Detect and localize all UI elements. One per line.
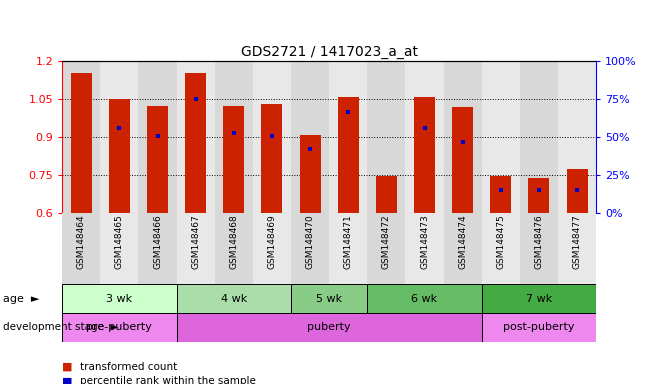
Bar <box>520 213 558 284</box>
Bar <box>291 61 329 213</box>
Bar <box>177 213 214 284</box>
Text: GSM148467: GSM148467 <box>191 215 200 269</box>
Text: percentile rank within the sample: percentile rank within the sample <box>80 376 256 384</box>
Bar <box>214 213 253 284</box>
Bar <box>452 107 473 213</box>
Text: GSM148465: GSM148465 <box>115 215 124 269</box>
Bar <box>481 284 596 313</box>
Bar <box>367 284 481 313</box>
Text: GSM148475: GSM148475 <box>496 215 505 269</box>
Text: GSM148469: GSM148469 <box>268 215 277 269</box>
Bar <box>406 213 444 284</box>
Bar <box>376 177 397 213</box>
Text: GSM148474: GSM148474 <box>458 215 467 269</box>
Bar <box>253 213 291 284</box>
Text: transformed count: transformed count <box>80 362 178 372</box>
Bar <box>62 213 100 284</box>
Bar <box>109 99 130 213</box>
Text: GSM148464: GSM148464 <box>76 215 86 269</box>
Text: GSM148471: GSM148471 <box>343 215 353 269</box>
Text: GSM148477: GSM148477 <box>573 215 582 269</box>
Text: 5 wk: 5 wk <box>316 293 342 304</box>
Bar <box>406 61 444 213</box>
Text: GSM148470: GSM148470 <box>306 215 315 269</box>
Text: GSM148472: GSM148472 <box>382 215 391 269</box>
Title: GDS2721 / 1417023_a_at: GDS2721 / 1417023_a_at <box>240 45 418 59</box>
Bar <box>71 73 92 213</box>
Bar <box>529 178 550 213</box>
Bar <box>520 61 558 213</box>
Bar <box>414 97 435 213</box>
Bar <box>62 313 177 342</box>
Text: 7 wk: 7 wk <box>526 293 552 304</box>
Text: GSM148476: GSM148476 <box>535 215 544 269</box>
Bar <box>481 61 520 213</box>
Bar <box>481 213 520 284</box>
Bar <box>299 135 321 213</box>
Bar <box>100 213 139 284</box>
Text: post-puberty: post-puberty <box>503 322 575 333</box>
Bar <box>224 106 244 213</box>
Text: pre-puberty: pre-puberty <box>86 322 152 333</box>
Bar <box>491 177 511 213</box>
Bar <box>139 213 177 284</box>
Bar <box>444 61 481 213</box>
Text: 4 wk: 4 wk <box>221 293 247 304</box>
Bar <box>558 61 596 213</box>
Bar <box>291 213 329 284</box>
Bar <box>367 213 406 284</box>
Bar <box>62 61 100 213</box>
Bar <box>481 313 596 342</box>
Text: ■: ■ <box>62 376 73 384</box>
Text: ■: ■ <box>62 362 73 372</box>
Bar <box>253 61 291 213</box>
Bar <box>558 213 596 284</box>
Text: GSM148468: GSM148468 <box>229 215 238 269</box>
Bar <box>329 213 367 284</box>
Text: 6 wk: 6 wk <box>411 293 437 304</box>
Bar <box>62 284 177 313</box>
Bar <box>177 284 291 313</box>
Bar <box>291 284 367 313</box>
Bar <box>139 61 177 213</box>
Bar <box>329 61 367 213</box>
Bar <box>185 73 206 213</box>
Text: 3 wk: 3 wk <box>106 293 132 304</box>
Bar <box>338 97 359 213</box>
Bar <box>147 106 168 213</box>
Bar <box>177 61 214 213</box>
Bar <box>367 61 406 213</box>
Text: GSM148473: GSM148473 <box>420 215 429 269</box>
Text: puberty: puberty <box>307 322 351 333</box>
Bar <box>262 104 283 213</box>
Text: development stage  ►: development stage ► <box>3 322 119 333</box>
Bar <box>100 61 139 213</box>
Bar <box>566 169 588 213</box>
Bar <box>214 61 253 213</box>
Text: age  ►: age ► <box>3 293 40 304</box>
Bar <box>177 313 481 342</box>
Text: GSM148466: GSM148466 <box>153 215 162 269</box>
Bar <box>444 213 481 284</box>
